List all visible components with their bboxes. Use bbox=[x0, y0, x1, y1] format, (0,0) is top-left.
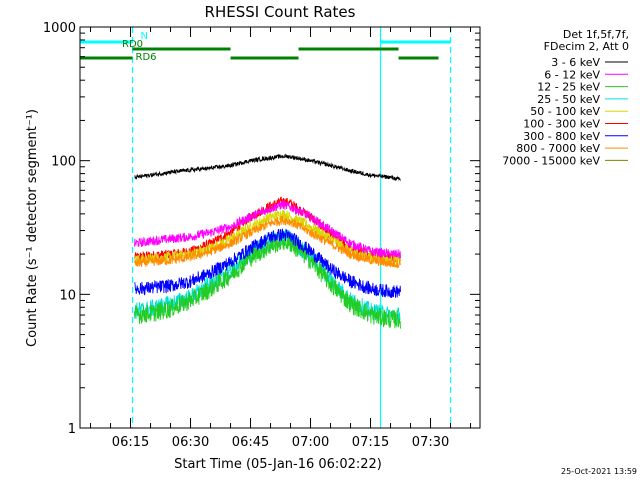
legend-header-line: FDecim 2, Att 0 bbox=[544, 40, 629, 53]
y-tick-label: 100 bbox=[51, 155, 76, 170]
legend-entry-label: 3 - 6 keV bbox=[551, 56, 600, 69]
legend-entry-label: 800 - 7000 keV bbox=[516, 142, 600, 155]
series-line bbox=[134, 232, 401, 329]
timeline-label-rd6: RD6 bbox=[136, 52, 157, 63]
legend-entry-label: 12 - 25 keV bbox=[537, 81, 600, 94]
x-tick-label: 07:30 bbox=[412, 435, 449, 450]
y-tick-label: 1000 bbox=[43, 21, 76, 36]
legend-entry-label: 7000 - 15000 keV bbox=[502, 154, 600, 167]
x-tick-label: 06:45 bbox=[232, 435, 269, 450]
y-axis-title: Count Rate (s⁻¹ detector segment⁻¹) bbox=[25, 109, 40, 347]
x-tick-label: 07:15 bbox=[352, 435, 389, 450]
series-line bbox=[134, 200, 401, 259]
legend-entry-label: 25 - 50 keV bbox=[537, 93, 600, 106]
y-tick-label: 10 bbox=[59, 288, 76, 303]
chart-title: RHESSI Count Rates bbox=[205, 3, 356, 21]
series-line bbox=[134, 215, 401, 269]
timestamp: 25-Oct-2021 13:59 bbox=[561, 467, 637, 476]
series-line bbox=[134, 228, 401, 299]
axis-layer: 1 10 100 1000 06:15 06:30 06:45 07:00 07:15 07:30 bbox=[43, 21, 480, 450]
x-tick-label: 06:15 bbox=[112, 435, 149, 450]
legend-header-line: Det 1f,5f,7f, bbox=[563, 28, 629, 41]
series-layer bbox=[134, 153, 401, 329]
y-tick-label: 1 bbox=[68, 422, 76, 437]
legend-entry-label: 50 - 100 keV bbox=[530, 105, 600, 118]
legend-entry-label: 6 - 12 keV bbox=[544, 68, 600, 81]
legend-entry-label: 300 - 800 keV bbox=[523, 130, 600, 143]
vertical-markers-layer bbox=[131, 27, 452, 428]
series-line bbox=[134, 153, 401, 182]
x-tick-label: 06:30 bbox=[172, 435, 209, 450]
x-tick-label: 07:00 bbox=[292, 435, 329, 450]
timeline-label-rd0: RD0 bbox=[122, 39, 143, 50]
legend-entry-label: 100 - 300 keV bbox=[523, 118, 600, 131]
plot-frame bbox=[79, 26, 481, 429]
timeline-label-n: N bbox=[141, 31, 148, 42]
x-axis-title: Start Time (05-Jan-16 06:02:22) bbox=[174, 457, 382, 472]
